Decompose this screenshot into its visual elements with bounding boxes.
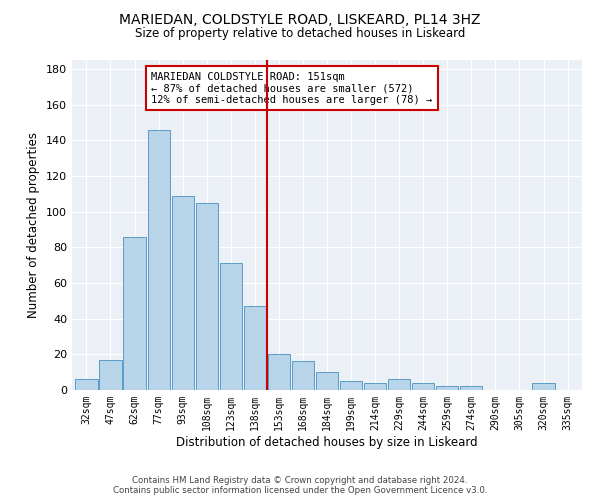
Bar: [532, 383, 554, 390]
Bar: [436, 386, 458, 390]
Bar: [292, 362, 314, 390]
Bar: [460, 386, 482, 390]
Bar: [316, 372, 338, 390]
Bar: [412, 383, 434, 390]
Bar: [364, 383, 386, 390]
Bar: [220, 264, 242, 390]
X-axis label: Distribution of detached houses by size in Liskeard: Distribution of detached houses by size …: [176, 436, 478, 448]
Bar: [244, 306, 266, 390]
Bar: [124, 236, 146, 390]
Bar: [76, 380, 98, 390]
Bar: [268, 354, 290, 390]
Bar: [196, 202, 218, 390]
Bar: [388, 380, 410, 390]
Bar: [148, 130, 170, 390]
Text: Contains HM Land Registry data © Crown copyright and database right 2024.
Contai: Contains HM Land Registry data © Crown c…: [113, 476, 487, 495]
Text: MARIEDAN, COLDSTYLE ROAD, LISKEARD, PL14 3HZ: MARIEDAN, COLDSTYLE ROAD, LISKEARD, PL14…: [119, 12, 481, 26]
Text: Size of property relative to detached houses in Liskeard: Size of property relative to detached ho…: [135, 28, 465, 40]
Bar: [340, 381, 362, 390]
Y-axis label: Number of detached properties: Number of detached properties: [28, 132, 40, 318]
Text: MARIEDAN COLDSTYLE ROAD: 151sqm
← 87% of detached houses are smaller (572)
12% o: MARIEDAN COLDSTYLE ROAD: 151sqm ← 87% of…: [151, 72, 432, 105]
Bar: [100, 360, 122, 390]
Bar: [172, 196, 194, 390]
